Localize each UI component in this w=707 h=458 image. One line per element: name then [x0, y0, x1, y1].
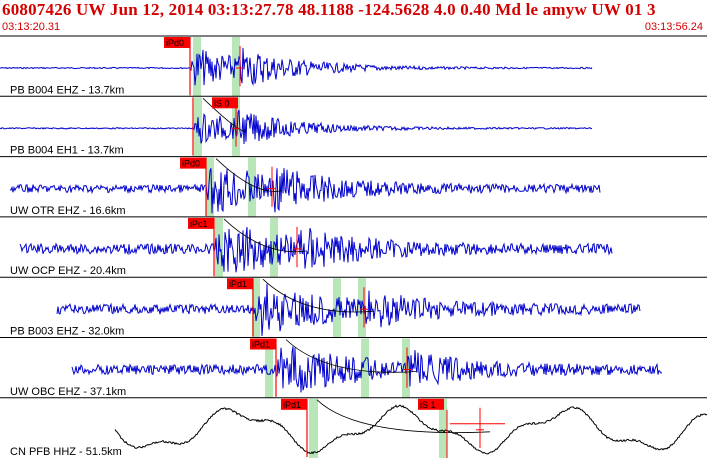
analysis-window [309, 398, 318, 458]
travel-time-curve [223, 218, 308, 253]
p-pick-flag [180, 157, 206, 169]
p-pick-label: iPd1 [229, 279, 247, 289]
s-pick-flag [212, 97, 238, 109]
analysis-window [206, 157, 214, 217]
channel-label: PB B004 EH1 - 13.7km [10, 145, 124, 157]
analysis-window [402, 338, 410, 398]
start-time: 03:13:20.31 [2, 21, 61, 33]
analysis-window [265, 338, 273, 398]
seismogram-trace [19, 226, 613, 273]
s-pick-label: iS 0 [214, 98, 230, 108]
seismogram-trace [0, 47, 593, 87]
seismogram-trace [114, 404, 707, 455]
p-pick-label: iPd0 [166, 38, 184, 48]
p-pick-flag [227, 278, 253, 290]
travel-time-curve [316, 399, 491, 434]
channel-label: UW OBC EHZ - 37.1km [10, 386, 126, 398]
channel-label: PB B003 EHZ - 32.0km [10, 326, 124, 338]
p-pick-label: iPd1 [283, 400, 301, 410]
analysis-window [194, 97, 202, 157]
analysis-window [232, 37, 240, 97]
p-pick-flag [250, 338, 276, 350]
channel-label: CN PFB HHZ - 51.5km [10, 446, 122, 458]
event-title: 60807426 UW Jun 12, 2014 03:13:27.78 48.… [2, 0, 656, 19]
travel-time-curve [285, 339, 418, 373]
s-pick-label: iS 1 [420, 400, 436, 410]
end-time: 03:13:56.24 [644, 21, 703, 33]
s-pick-flag [418, 398, 444, 410]
p-pick-label: iPd0 [182, 159, 200, 169]
seismogram-trace [9, 168, 601, 214]
p-pick-flag [281, 398, 307, 410]
analysis-window [361, 338, 369, 398]
p-pick-label: iPc1 [190, 219, 208, 229]
analysis-window [439, 398, 447, 458]
analysis-window [248, 157, 256, 217]
travel-time-curve [202, 98, 247, 132]
seismogram-trace [71, 346, 663, 393]
analysis-window [358, 278, 366, 338]
p-pick-flag [164, 37, 190, 48]
travel-time-curve [215, 158, 283, 192]
channel-label: UW OTR EHZ - 16.6km [10, 205, 126, 217]
seismogram-trace [56, 283, 641, 336]
analysis-window [333, 278, 341, 338]
seismogram-trace [0, 109, 593, 145]
p-pick-label: iPd1 [252, 340, 270, 350]
travel-time-curve [262, 278, 375, 313]
p-pick-flag [188, 217, 214, 229]
analysis-window [193, 37, 201, 97]
channel-label: PB B004 EHZ - 13.7km [10, 84, 124, 96]
analysis-window [252, 278, 260, 338]
channel-label: UW OCP EHZ - 20.4km [10, 265, 126, 277]
